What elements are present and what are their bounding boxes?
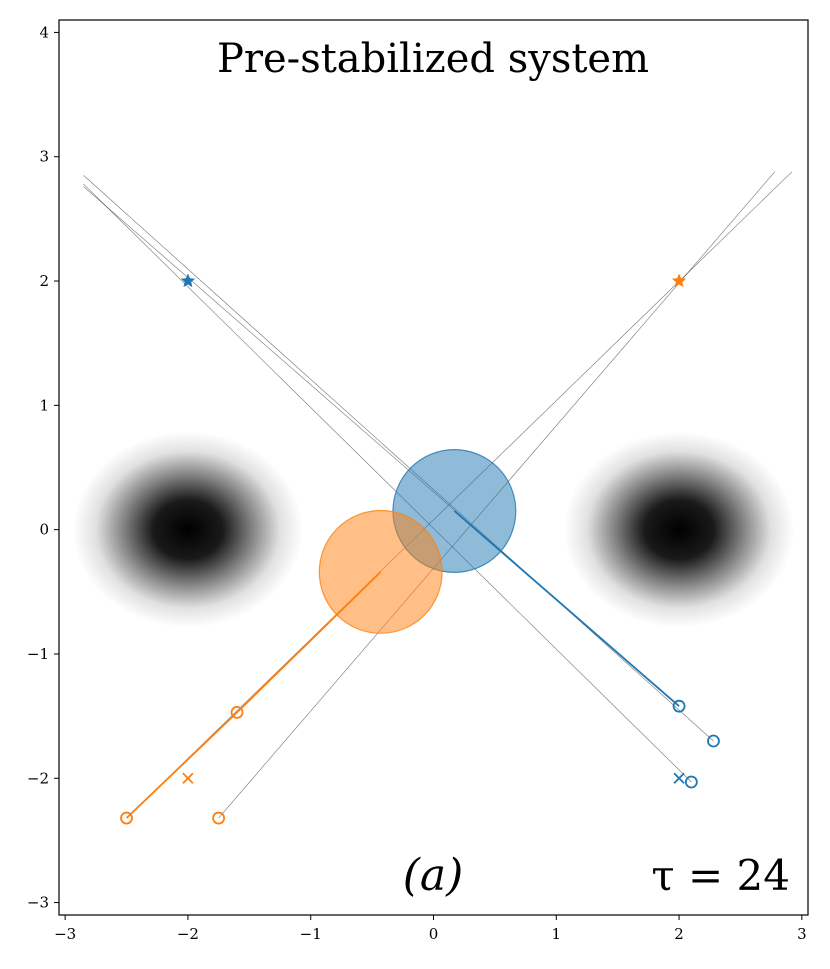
- density-blob: [72, 431, 304, 628]
- y-axis-ticks: −3 −2 −1 0 1 2 3 4: [27, 23, 59, 912]
- blue-waypoint-marker: [684, 775, 698, 789]
- orange-waypoint-marker: [230, 705, 244, 719]
- reference-line: [83, 175, 714, 742]
- x-tick-label: −1: [300, 925, 322, 943]
- x-tick-label: −2: [177, 925, 199, 943]
- density-map: [72, 431, 795, 628]
- orange-waypoint-marker: [212, 811, 226, 825]
- orange-waypoint-marker: [120, 811, 133, 825]
- agent-markers: [120, 273, 720, 825]
- y-tick-label: 1: [39, 396, 49, 414]
- agent-bodies: [318, 449, 517, 634]
- x-axis-ticks: −3 −2 −1 0 1 2 3: [54, 915, 807, 943]
- x-tick-label: 0: [429, 925, 439, 943]
- y-tick-label: 0: [39, 521, 49, 539]
- panel-label: (a): [403, 850, 464, 901]
- blue-waypoint-marker: [672, 699, 686, 713]
- x-tick-label: −3: [54, 925, 76, 943]
- y-tick-label: −1: [27, 645, 49, 663]
- orange-trajectory: [125, 571, 382, 819]
- chart-title: Pre-stabilized system: [217, 36, 649, 82]
- y-tick-label: −3: [27, 894, 49, 912]
- tau-annotation: τ = 24: [651, 851, 790, 900]
- blue-goal-star: [180, 273, 196, 288]
- density-blob: [563, 431, 795, 628]
- blue-start-cross: [673, 772, 685, 784]
- blue-waypoint-marker: [707, 734, 720, 748]
- plot-area: [72, 171, 795, 825]
- y-tick-label: 4: [39, 23, 49, 41]
- y-tick-label: 2: [39, 272, 49, 290]
- x-tick-label: 1: [552, 925, 562, 943]
- x-tick-label: 2: [674, 925, 684, 943]
- orange-goal-star: [671, 273, 687, 288]
- y-tick-label: −2: [27, 769, 49, 787]
- x-tick-label: 3: [797, 925, 807, 943]
- orange-start-cross: [182, 772, 194, 784]
- orange-agent-body: [318, 509, 443, 634]
- y-tick-label: 3: [39, 148, 49, 166]
